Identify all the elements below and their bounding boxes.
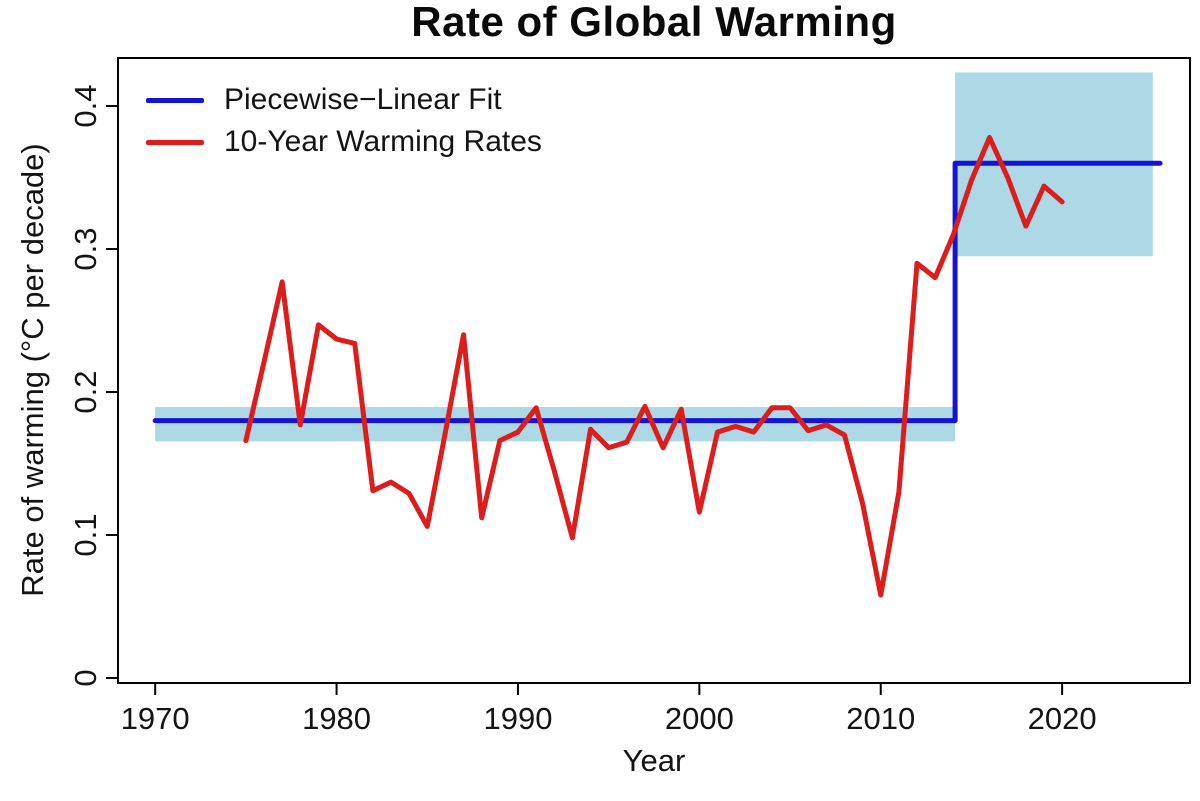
x-tick-label: 1990 — [483, 701, 552, 736]
legend: Piecewise−Linear Fit 10-Year Warming Rat… — [146, 79, 542, 163]
y-tick-label: 0.2 — [68, 370, 103, 413]
chart-title: Rate of Global Warming — [411, 0, 897, 45]
x-axis-title: Year — [622, 743, 686, 778]
legend-item-fit: Piecewise−Linear Fit — [146, 79, 542, 121]
x-tick-label: 2020 — [1028, 701, 1097, 736]
plot-frame — [117, 57, 1191, 684]
y-axis-title: Rate of warming (°C per decade) — [15, 143, 50, 597]
rates-line-swatch — [146, 139, 204, 145]
x-tick-label: 2010 — [846, 701, 915, 736]
legend-label-fit: Piecewise−Linear Fit — [224, 83, 502, 116]
y-tick-label: 0.4 — [68, 84, 103, 127]
y-tick-label: 0.1 — [68, 513, 103, 556]
legend-label-rates: 10-Year Warming Rates — [224, 125, 542, 158]
fit-line — [152, 160, 1163, 424]
x-tick-label: 1970 — [121, 701, 190, 736]
fit-line-swatch — [146, 97, 204, 103]
y-tick-label: 0 — [68, 669, 103, 686]
legend-item-rates: 10-Year Warming Rates — [146, 121, 542, 163]
x-tick-label: 2000 — [665, 701, 734, 736]
rates-line — [243, 135, 1065, 598]
x-tick-label: 1980 — [302, 701, 371, 736]
y-tick-label: 0.3 — [68, 227, 103, 270]
confidence-band — [155, 407, 956, 442]
